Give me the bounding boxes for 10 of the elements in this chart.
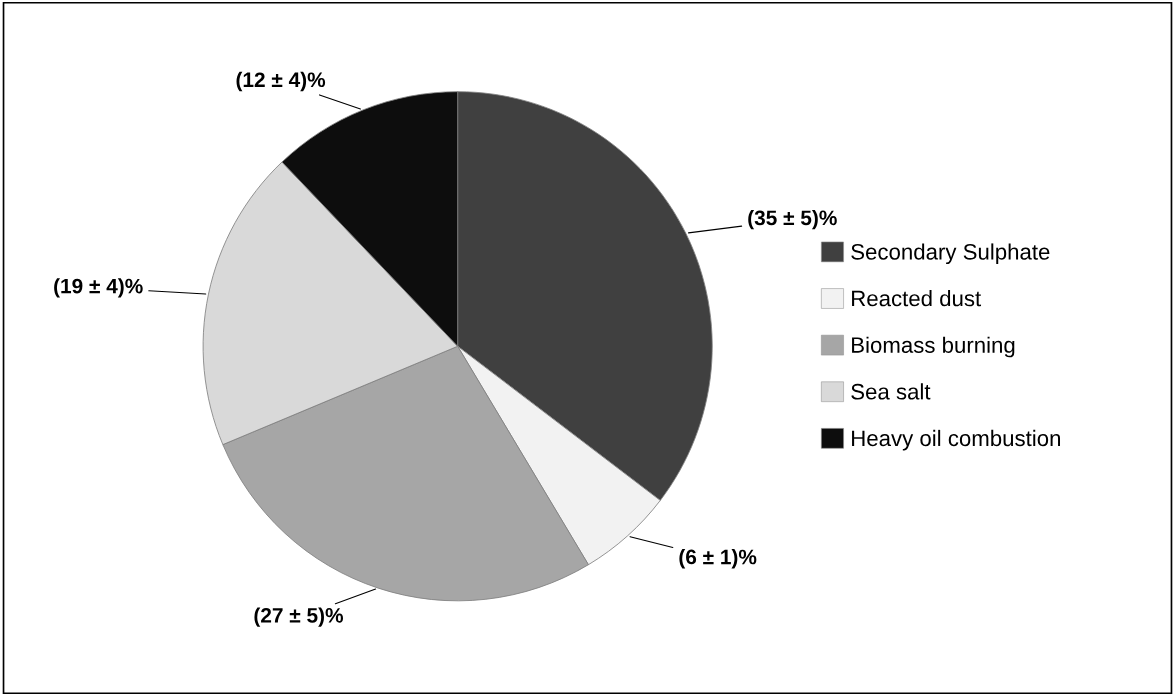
data-label: (35 ± 5)%	[748, 209, 837, 230]
data-label: (6 ± 1)%	[679, 549, 757, 569]
data-label: (12 ± 4)%	[236, 71, 326, 92]
data-label: (19 ± 4)%	[54, 278, 143, 298]
legend-label: Secondary Sulphate	[851, 243, 1050, 265]
legend-label: Heavy oil combustion	[852, 429, 1061, 451]
legend-label: Sea salt	[851, 383, 931, 400]
legend-label: Biomass burning	[852, 336, 1015, 358]
data-label: (27 ± 5)%	[254, 607, 344, 627]
legend-label: Reacted dust	[852, 290, 982, 307]
